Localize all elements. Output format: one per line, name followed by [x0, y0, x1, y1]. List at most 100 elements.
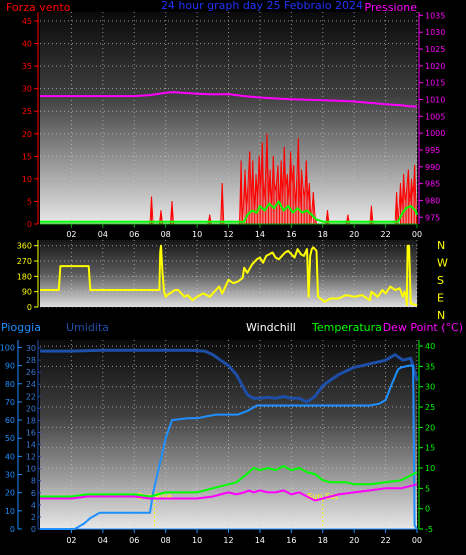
humidity-tick-label: 26	[26, 368, 36, 377]
wind-tick-label: 25	[22, 107, 32, 116]
humidity-tick-label: 4	[31, 501, 36, 510]
humidity-tick-label: 10	[26, 465, 36, 474]
temperature-tick-label: 10	[425, 464, 435, 473]
hour-tick-label: 02	[66, 230, 76, 239]
pressure-tick-label: 980	[425, 196, 440, 205]
wind-tick-label: 0	[27, 220, 32, 229]
rain-tick-label: 70	[5, 398, 15, 407]
pressure-tick-label: 1005	[425, 112, 445, 121]
humidity-tick-label: 30	[26, 344, 36, 353]
pressure-tick-label: 975	[425, 213, 440, 222]
hour-tick-label: 00	[412, 230, 422, 239]
humidity-tick-label: 22	[26, 392, 36, 401]
wind-tick-label: 15	[22, 152, 32, 161]
humidity-tick-label: 14	[26, 441, 36, 450]
rain-tick-label: 30	[5, 471, 15, 480]
hour-tick-label: 04	[98, 230, 108, 239]
sun-marker-label: Sun Rise	[137, 492, 172, 501]
temperature-tick-label: 0	[425, 505, 430, 514]
dewpoint-series	[40, 483, 418, 502]
hour-tick-label: 18	[318, 230, 328, 239]
pressure-tick-label: 1010	[425, 95, 445, 104]
pressure-tick-label: 1015	[425, 79, 445, 88]
hour-tick-label: 20	[349, 230, 359, 239]
temperature-tick-label: 40	[425, 342, 435, 351]
direction-tick-label: 270	[17, 257, 32, 266]
pressure-tick-label: 1020	[425, 62, 445, 71]
pressure-series	[40, 91, 418, 108]
wind-average-series	[40, 200, 418, 223]
pressure-tick-label: 990	[425, 163, 440, 172]
direction-tick-label: 90	[22, 288, 32, 297]
wind-tick-label: 20	[22, 130, 32, 139]
temperature-series	[40, 465, 418, 498]
windchill-label: Windchill	[246, 321, 296, 334]
wind-tick-label: 35	[22, 62, 32, 71]
direction-tick-label: 0	[27, 303, 32, 312]
temperature-tick-label: -5	[425, 525, 433, 534]
hour-tick-label: 08	[161, 230, 171, 239]
humidity-tick-label: 8	[31, 477, 36, 486]
humidity-tick-label: 18	[26, 416, 36, 425]
direction-tick-label: 360	[17, 242, 32, 251]
compass-label: N	[437, 239, 445, 252]
wind-tick-label: 40	[22, 40, 32, 49]
wind-tick-label: 45	[22, 17, 32, 26]
humidity-tick-label: 0	[31, 525, 36, 534]
compass-label: E	[437, 292, 444, 305]
hour-tick-label: 02	[66, 536, 76, 545]
dewpoint-axis-title: Dew Point (°C)	[383, 321, 463, 334]
sun-marker-label: Sun Set	[307, 492, 338, 501]
hour-tick-label: 14	[255, 536, 265, 545]
rain-axis-title: Pioggia	[1, 321, 41, 334]
hour-tick-label: 14	[255, 230, 265, 239]
temperature-label: Temperatura	[311, 321, 382, 334]
rain-tick-label: 80	[5, 380, 15, 389]
compass-label: W	[437, 257, 448, 270]
temperature-tick-label: 5	[425, 484, 430, 493]
wind-direction-series	[40, 244, 418, 307]
rain-tick-label: 60	[5, 416, 15, 425]
pressure-tick-label: 1035	[425, 11, 445, 20]
rain-tick-label: 0	[10, 525, 15, 534]
hour-tick-label: 20	[349, 536, 359, 545]
humidity-tick-label: 20	[26, 404, 36, 413]
hour-tick-label: 22	[380, 536, 390, 545]
humidity-tick-label: 16	[26, 428, 36, 437]
rain-tick-label: 90	[5, 362, 15, 371]
humidity-tick-label: 24	[26, 380, 36, 389]
hour-tick-label: 22	[380, 230, 390, 239]
hour-tick-label: 00	[412, 536, 422, 545]
wind-tick-label: 5	[27, 197, 32, 206]
hour-tick-label: 08	[161, 536, 171, 545]
temperature-tick-label: 15	[425, 444, 435, 453]
pressure-axis-title: Pressione	[365, 1, 418, 14]
rain-tick-label: 10	[5, 507, 15, 516]
chart-title: 24 hour graph day 25 Febbraio 2024	[161, 0, 363, 12]
pressure-tick-label: 1030	[425, 28, 445, 37]
humidity-series	[40, 348, 419, 404]
rain-series	[40, 364, 418, 530]
wind-tick-label: 10	[22, 175, 32, 184]
humidity-tick-label: 2	[31, 513, 36, 522]
pressure-tick-label: 1000	[425, 129, 445, 138]
hour-tick-label: 16	[286, 536, 296, 545]
direction-tick-label: 180	[17, 272, 32, 281]
hour-tick-label: 04	[98, 536, 108, 545]
wind-axis-title: Forza vento	[6, 1, 71, 14]
hour-tick-label: 16	[286, 230, 296, 239]
rain-tick-label: 40	[5, 452, 15, 461]
temperature-tick-label: 35	[425, 362, 435, 371]
humidity-tick-label: 28	[26, 356, 36, 365]
humidity-tick-label: 12	[26, 453, 36, 462]
temperature-tick-label: 25	[425, 403, 435, 412]
hour-tick-label: 06	[129, 230, 139, 239]
humidity-axis-title: Umidita	[66, 321, 109, 334]
hour-tick-label: 12	[223, 230, 233, 239]
rain-tick-label: 20	[5, 489, 15, 498]
pressure-tick-label: 985	[425, 180, 440, 189]
hour-tick-label: 12	[223, 536, 233, 545]
hour-tick-label: 10	[192, 536, 202, 545]
hour-tick-label: 10	[192, 230, 202, 239]
